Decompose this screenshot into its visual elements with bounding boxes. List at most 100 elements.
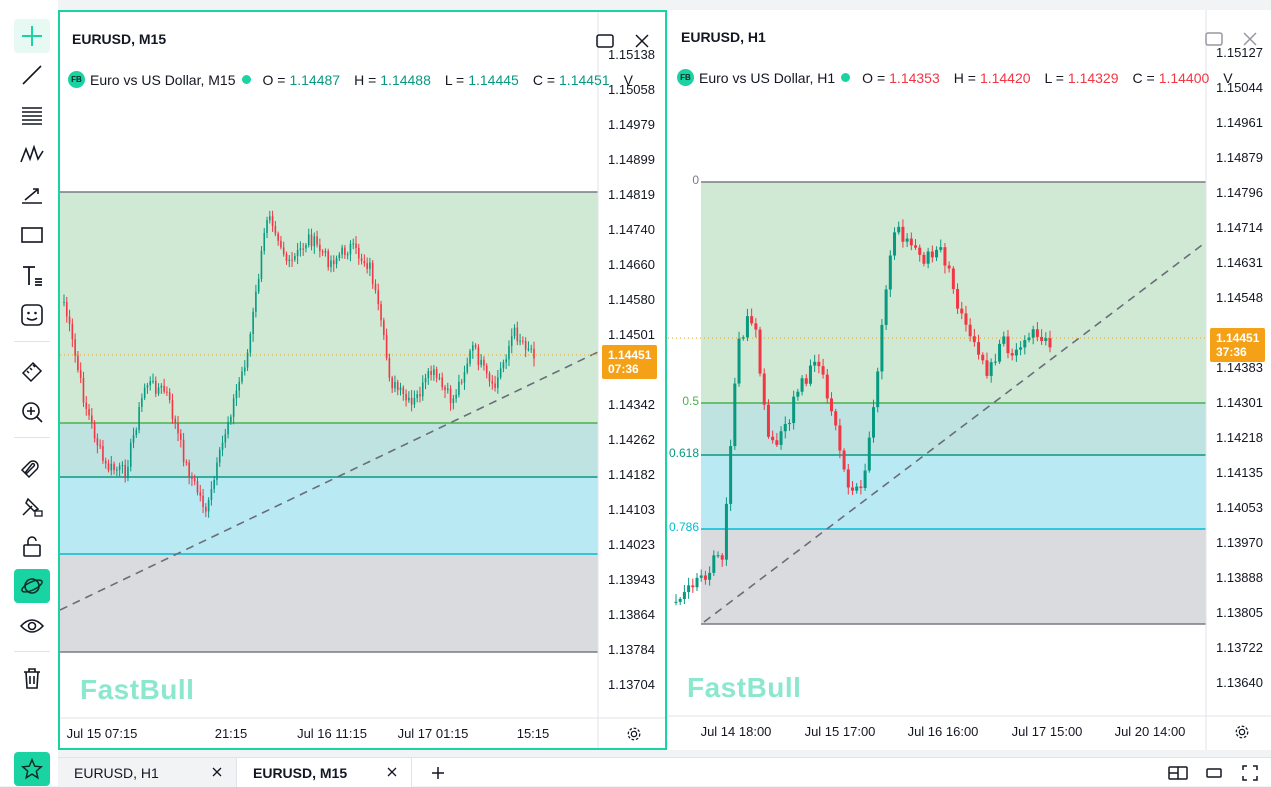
candle-body [394, 381, 396, 389]
y-tick-label: 1.13784 [608, 642, 655, 657]
star-icon[interactable] [14, 752, 50, 786]
candle-body [1014, 349, 1018, 356]
candle-body [346, 254, 349, 256]
crosshair-icon[interactable] [14, 19, 50, 53]
ruler-icon[interactable] [14, 355, 50, 389]
chart-panel-m15[interactable]: EURUSD, M15 FB Euro vs US Dollar, M15 O … [58, 10, 667, 750]
magnet-icon[interactable] [14, 449, 50, 483]
sync-drawings-icon[interactable] [14, 569, 50, 603]
candle-body [154, 380, 157, 394]
candle-body [121, 464, 124, 467]
candle-body [324, 251, 327, 253]
candle-body [985, 360, 989, 376]
candle-body [344, 247, 346, 255]
candle-body [174, 418, 177, 424]
candle-body [491, 381, 494, 384]
candle-body [533, 348, 535, 359]
last-price: 1.14451 [1216, 331, 1260, 345]
y-tick-label: 1.14879 [1216, 150, 1263, 165]
candle-body [699, 575, 703, 578]
rectangle-icon[interactable] [14, 218, 50, 252]
eye-icon[interactable] [14, 609, 50, 643]
trend-line [703, 241, 1207, 623]
projection-icon[interactable] [14, 178, 50, 212]
candle-body [246, 352, 249, 368]
candle-body [430, 371, 432, 375]
candle-body [1048, 338, 1052, 348]
m15-chart-canvas[interactable] [60, 12, 665, 748]
trash-icon[interactable] [14, 661, 50, 695]
candle-body [838, 425, 842, 451]
candle-body [691, 585, 695, 588]
emoji-icon[interactable] [14, 298, 50, 332]
layout-icon[interactable] [1167, 762, 1189, 784]
h1-chart-canvas[interactable] [668, 10, 1271, 750]
unlock-icon[interactable] [14, 529, 50, 563]
fullscreen-icon[interactable] [1239, 762, 1261, 784]
candle-body [360, 258, 363, 262]
tab-close-icon[interactable] [385, 765, 399, 779]
single-window-icon[interactable] [1203, 762, 1225, 784]
candle-body [68, 316, 71, 324]
candle-body [357, 247, 360, 259]
candle-body [238, 381, 241, 391]
candle-body [1035, 329, 1039, 337]
close-icon[interactable] [631, 30, 653, 52]
text-icon[interactable] [14, 259, 50, 293]
candle-body [825, 374, 829, 399]
candle-body [177, 423, 179, 434]
x-tick-label: Jul 16 16:00 [907, 724, 979, 739]
y-tick-label: 1.14660 [608, 257, 655, 272]
candle-body [438, 377, 441, 379]
candle-body [519, 340, 521, 342]
candle-body [85, 402, 88, 410]
candle-body [466, 363, 469, 373]
candle-body [943, 247, 947, 266]
candle-body [268, 216, 271, 221]
x-tick-label: 21:15 [214, 726, 248, 741]
close-icon[interactable] [1239, 28, 1261, 50]
candle-body [263, 232, 266, 251]
candle-body [859, 486, 863, 489]
candle-body [416, 394, 418, 399]
zoom-in-icon[interactable] [14, 395, 50, 429]
lock-drawings-icon[interactable] [14, 489, 50, 523]
candle-body [733, 383, 737, 447]
maximize-icon[interactable] [1203, 28, 1225, 50]
panel-title: EURUSD, H1 [681, 29, 766, 45]
candle-body [332, 260, 335, 265]
fib-zone-0.618-0.786 [701, 455, 1206, 529]
candle-body [463, 372, 466, 383]
gear-icon[interactable] [626, 726, 644, 744]
pattern-icon[interactable] [14, 138, 50, 172]
candle-body [419, 394, 421, 397]
candle-body [792, 396, 796, 424]
tab-eurusd-m15[interactable]: EURUSD, M15 [236, 758, 412, 787]
trend-line-icon[interactable] [14, 58, 50, 92]
tab-close-icon[interactable] [210, 765, 224, 779]
candle-body [369, 262, 371, 269]
candle-body [218, 449, 221, 463]
gear-icon[interactable] [1234, 724, 1252, 742]
fib-zone-0.786-1 [60, 554, 598, 652]
tab-eurusd-h1[interactable]: EURUSD, H1 [58, 758, 236, 787]
candle-body [255, 291, 257, 312]
fib-level-label: 0.618 [668, 446, 699, 460]
candle-body [313, 236, 316, 247]
fib-zone-0.5-0.618 [60, 423, 598, 477]
maximize-icon[interactable] [594, 30, 616, 52]
open-label: O = [262, 71, 286, 88]
fib-retracement-icon[interactable] [14, 98, 50, 132]
add-tab-icon[interactable] [427, 762, 449, 784]
bar-countdown: 07:36 [608, 362, 639, 376]
candle-body [947, 265, 951, 269]
candle-body [897, 226, 901, 233]
chart-tab-bar: EURUSD, H1 EURUSD, M15 [58, 757, 1271, 787]
candle-body [96, 438, 99, 446]
candle-body [316, 236, 318, 245]
candle-body [930, 251, 934, 258]
candle-body [193, 478, 196, 482]
y-tick-label: 1.14218 [1216, 430, 1263, 445]
candle-body [505, 359, 507, 363]
chart-panel-h1[interactable]: EURUSD, H1 FB Euro vs US Dollar, H1 O = 1… [668, 10, 1271, 750]
